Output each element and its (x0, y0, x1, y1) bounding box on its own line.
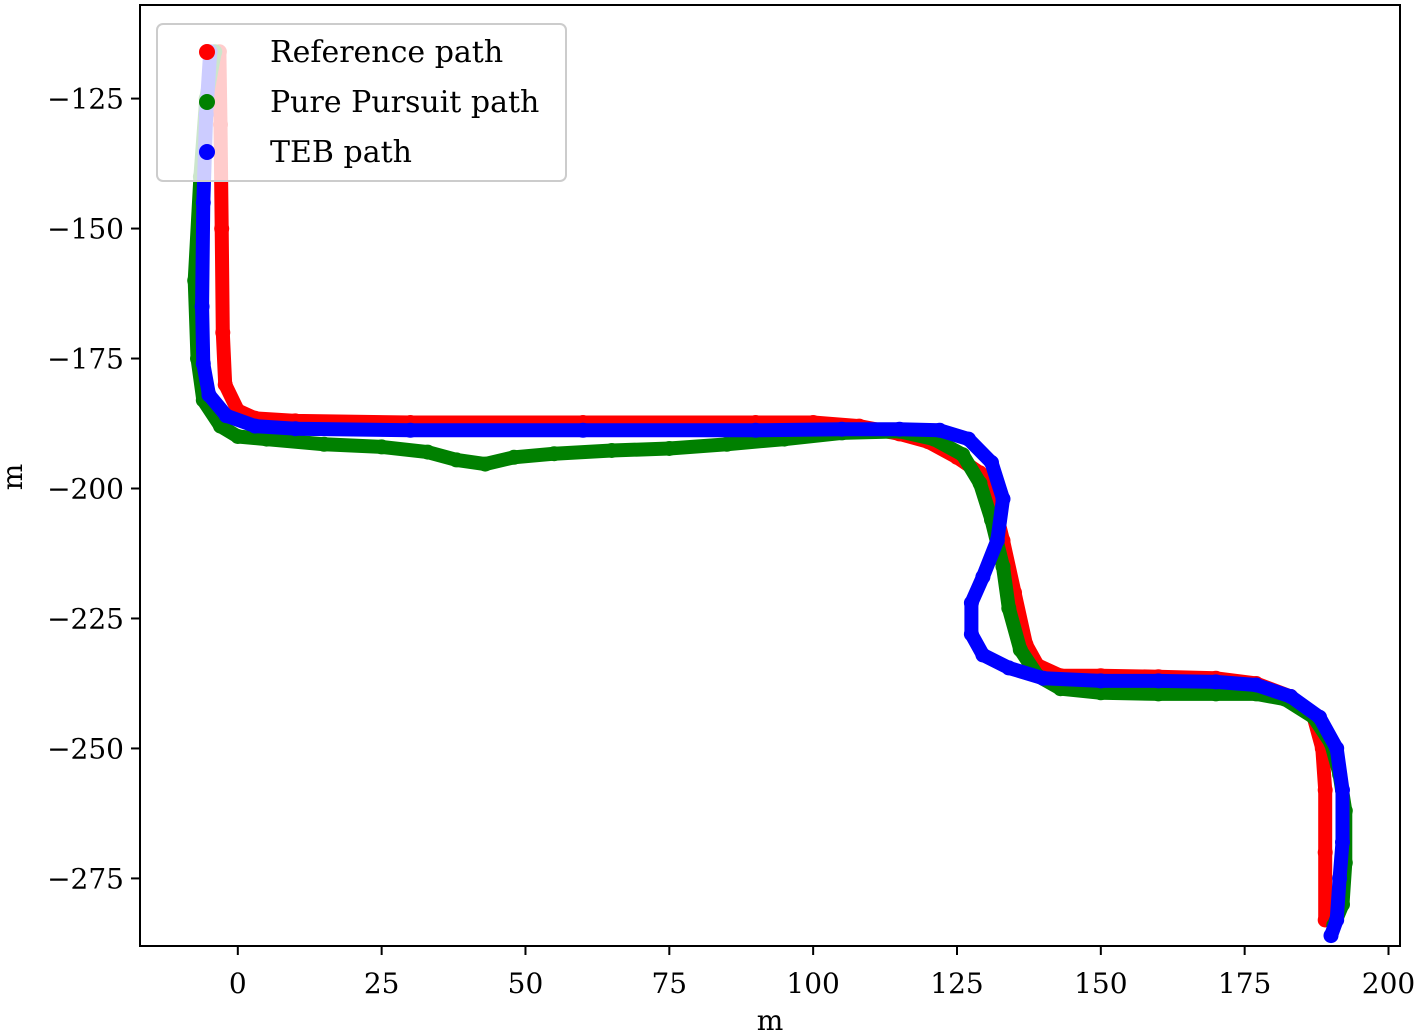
series-1-point-15 (546, 446, 562, 462)
series-2-point-25 (1093, 673, 1109, 689)
series-2-point-33 (1335, 834, 1350, 850)
series-1-point-11 (420, 444, 436, 460)
series-1-point-13 (477, 456, 493, 472)
x-tick-label-5: 125 (930, 967, 983, 1000)
series-2-point-10 (575, 422, 591, 438)
series-2-point-23 (1001, 660, 1017, 676)
legend-marker-0 (199, 44, 215, 60)
series-2-point-24 (1035, 670, 1051, 686)
legend-label-2: TEB path (270, 135, 412, 170)
series-2-point-28 (1248, 677, 1264, 693)
series-2-point-21 (963, 626, 979, 642)
legend-marker-2 (199, 144, 215, 160)
series-1-point-12 (448, 452, 464, 468)
series-1-point-24 (972, 475, 988, 491)
y-tick-label-0: −125 (47, 83, 124, 116)
series-1-point-31 (1093, 685, 1109, 701)
x-tick-label-2: 50 (508, 967, 544, 1000)
series-1-point-33 (1208, 686, 1224, 702)
x-tick-label-0: 0 (229, 967, 247, 1000)
series-1-point-17 (661, 441, 677, 456)
series-2-point-8 (287, 421, 303, 437)
x-tick-label-8: 200 (1362, 967, 1415, 1000)
series-1-point-32 (1150, 686, 1166, 702)
series-1-point-7 (230, 429, 246, 444)
series-2-point-31 (1329, 740, 1345, 756)
series-1-point-23 (955, 447, 971, 463)
legend-box (156, 23, 567, 182)
series-2-point-13 (892, 421, 907, 437)
y-tick-label-1: −150 (47, 213, 124, 246)
x-tick-label-1: 25 (364, 967, 400, 1000)
series-layer (187, 44, 1353, 944)
x-tick-label-3: 75 (651, 967, 687, 1000)
series-1-point-9 (316, 436, 332, 452)
axes-frame (139, 4, 1401, 947)
series-2-point-16 (984, 455, 999, 470)
series-1-point-26 (995, 559, 1011, 574)
series-1-point-8 (259, 431, 275, 447)
series-line-1 (187, 44, 1353, 933)
legend-label-1: Pure Pursuit path (270, 85, 539, 120)
legend-marker-1 (199, 94, 215, 110)
series-0-point-31 (1317, 844, 1333, 860)
legend-entries: Reference path Pure Pursuit path TEB path (199, 35, 539, 170)
series-2-point-9 (402, 422, 418, 438)
x-axis-label: m (757, 1004, 784, 1036)
series-2-point-6 (218, 408, 234, 424)
series-2-point-2 (195, 195, 211, 211)
x-tick-label-6: 150 (1074, 967, 1127, 1000)
series-2-point-15 (961, 431, 976, 447)
y-tick-label-4: −225 (47, 602, 124, 635)
series-2-point-30 (1312, 709, 1327, 725)
series-2-point-34 (1332, 870, 1348, 886)
y-tick-label-6: −275 (47, 862, 124, 895)
series-0-point-2 (214, 221, 230, 237)
series-2-point-29 (1283, 689, 1299, 704)
series-2-point-19 (975, 569, 991, 585)
series-2-point-35 (1329, 912, 1345, 928)
x-tick-label-7: 175 (1218, 967, 1271, 1000)
series-1-point-16 (604, 443, 620, 458)
series-2-point-3 (194, 299, 210, 314)
series-0-point-3 (215, 325, 231, 340)
y-tick-label-5: −250 (47, 732, 124, 765)
series-0-point-4 (217, 377, 233, 392)
series-2-point-26 (1150, 673, 1166, 689)
series-2-point-4 (195, 356, 211, 372)
series-2-point-20 (963, 595, 979, 611)
series-1-point-14 (506, 449, 522, 465)
y-tick-label-3: −200 (47, 472, 124, 505)
series-2-point-7 (247, 418, 263, 434)
series-0-point-30 (1317, 782, 1333, 798)
series-2-point-18 (989, 533, 1005, 548)
legend-label-0: Reference path (270, 35, 503, 70)
series-2-point-27 (1208, 674, 1224, 690)
tick-layer: 0 25 50 75 100 125 150 175 200 −125 −150 −175 −200 −2… (47, 83, 1415, 1000)
series-2-point-5 (201, 387, 217, 403)
legend: Reference path Pure Pursuit path TEB path (156, 23, 567, 182)
series-1-point-27 (1001, 600, 1017, 616)
series-1-point-28 (1012, 642, 1028, 658)
series-line-0 (212, 44, 1333, 927)
y-axis-label: m (0, 464, 29, 491)
y-tick-label-2: −175 (47, 343, 124, 376)
series-2 (194, 44, 1350, 944)
series-2-point-12 (834, 421, 850, 437)
series-2-point-36 (1323, 928, 1339, 944)
series-2-point-32 (1335, 782, 1350, 798)
series-2-point-22 (975, 647, 991, 663)
series-2-point-14 (932, 422, 948, 438)
series-line-2 (195, 44, 1350, 943)
series-2-point-11 (748, 422, 764, 438)
series-1-point-10 (374, 439, 390, 455)
series-2-point-17 (995, 491, 1011, 507)
x-tick-label-4: 100 (786, 967, 839, 1000)
series-1-point-18 (719, 436, 735, 452)
